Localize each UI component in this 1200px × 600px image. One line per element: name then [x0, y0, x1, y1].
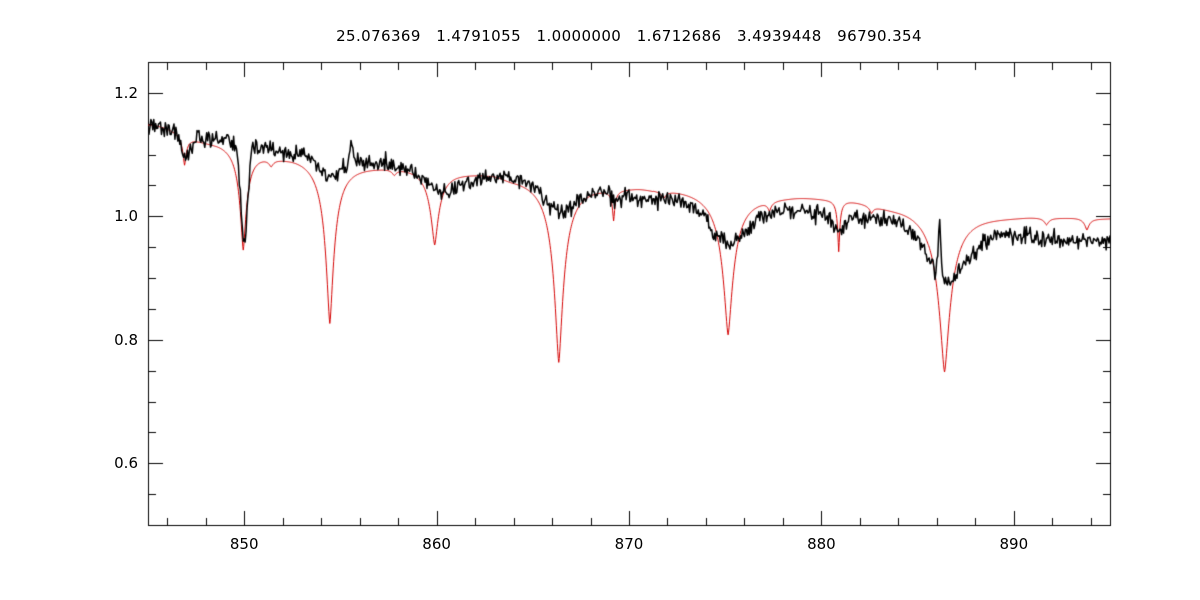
spectrum-plot-canvas: [0, 0, 1200, 600]
spectrum-figure: 25.076369 1.4791055 1.0000000 1.6712686 …: [0, 0, 1200, 600]
